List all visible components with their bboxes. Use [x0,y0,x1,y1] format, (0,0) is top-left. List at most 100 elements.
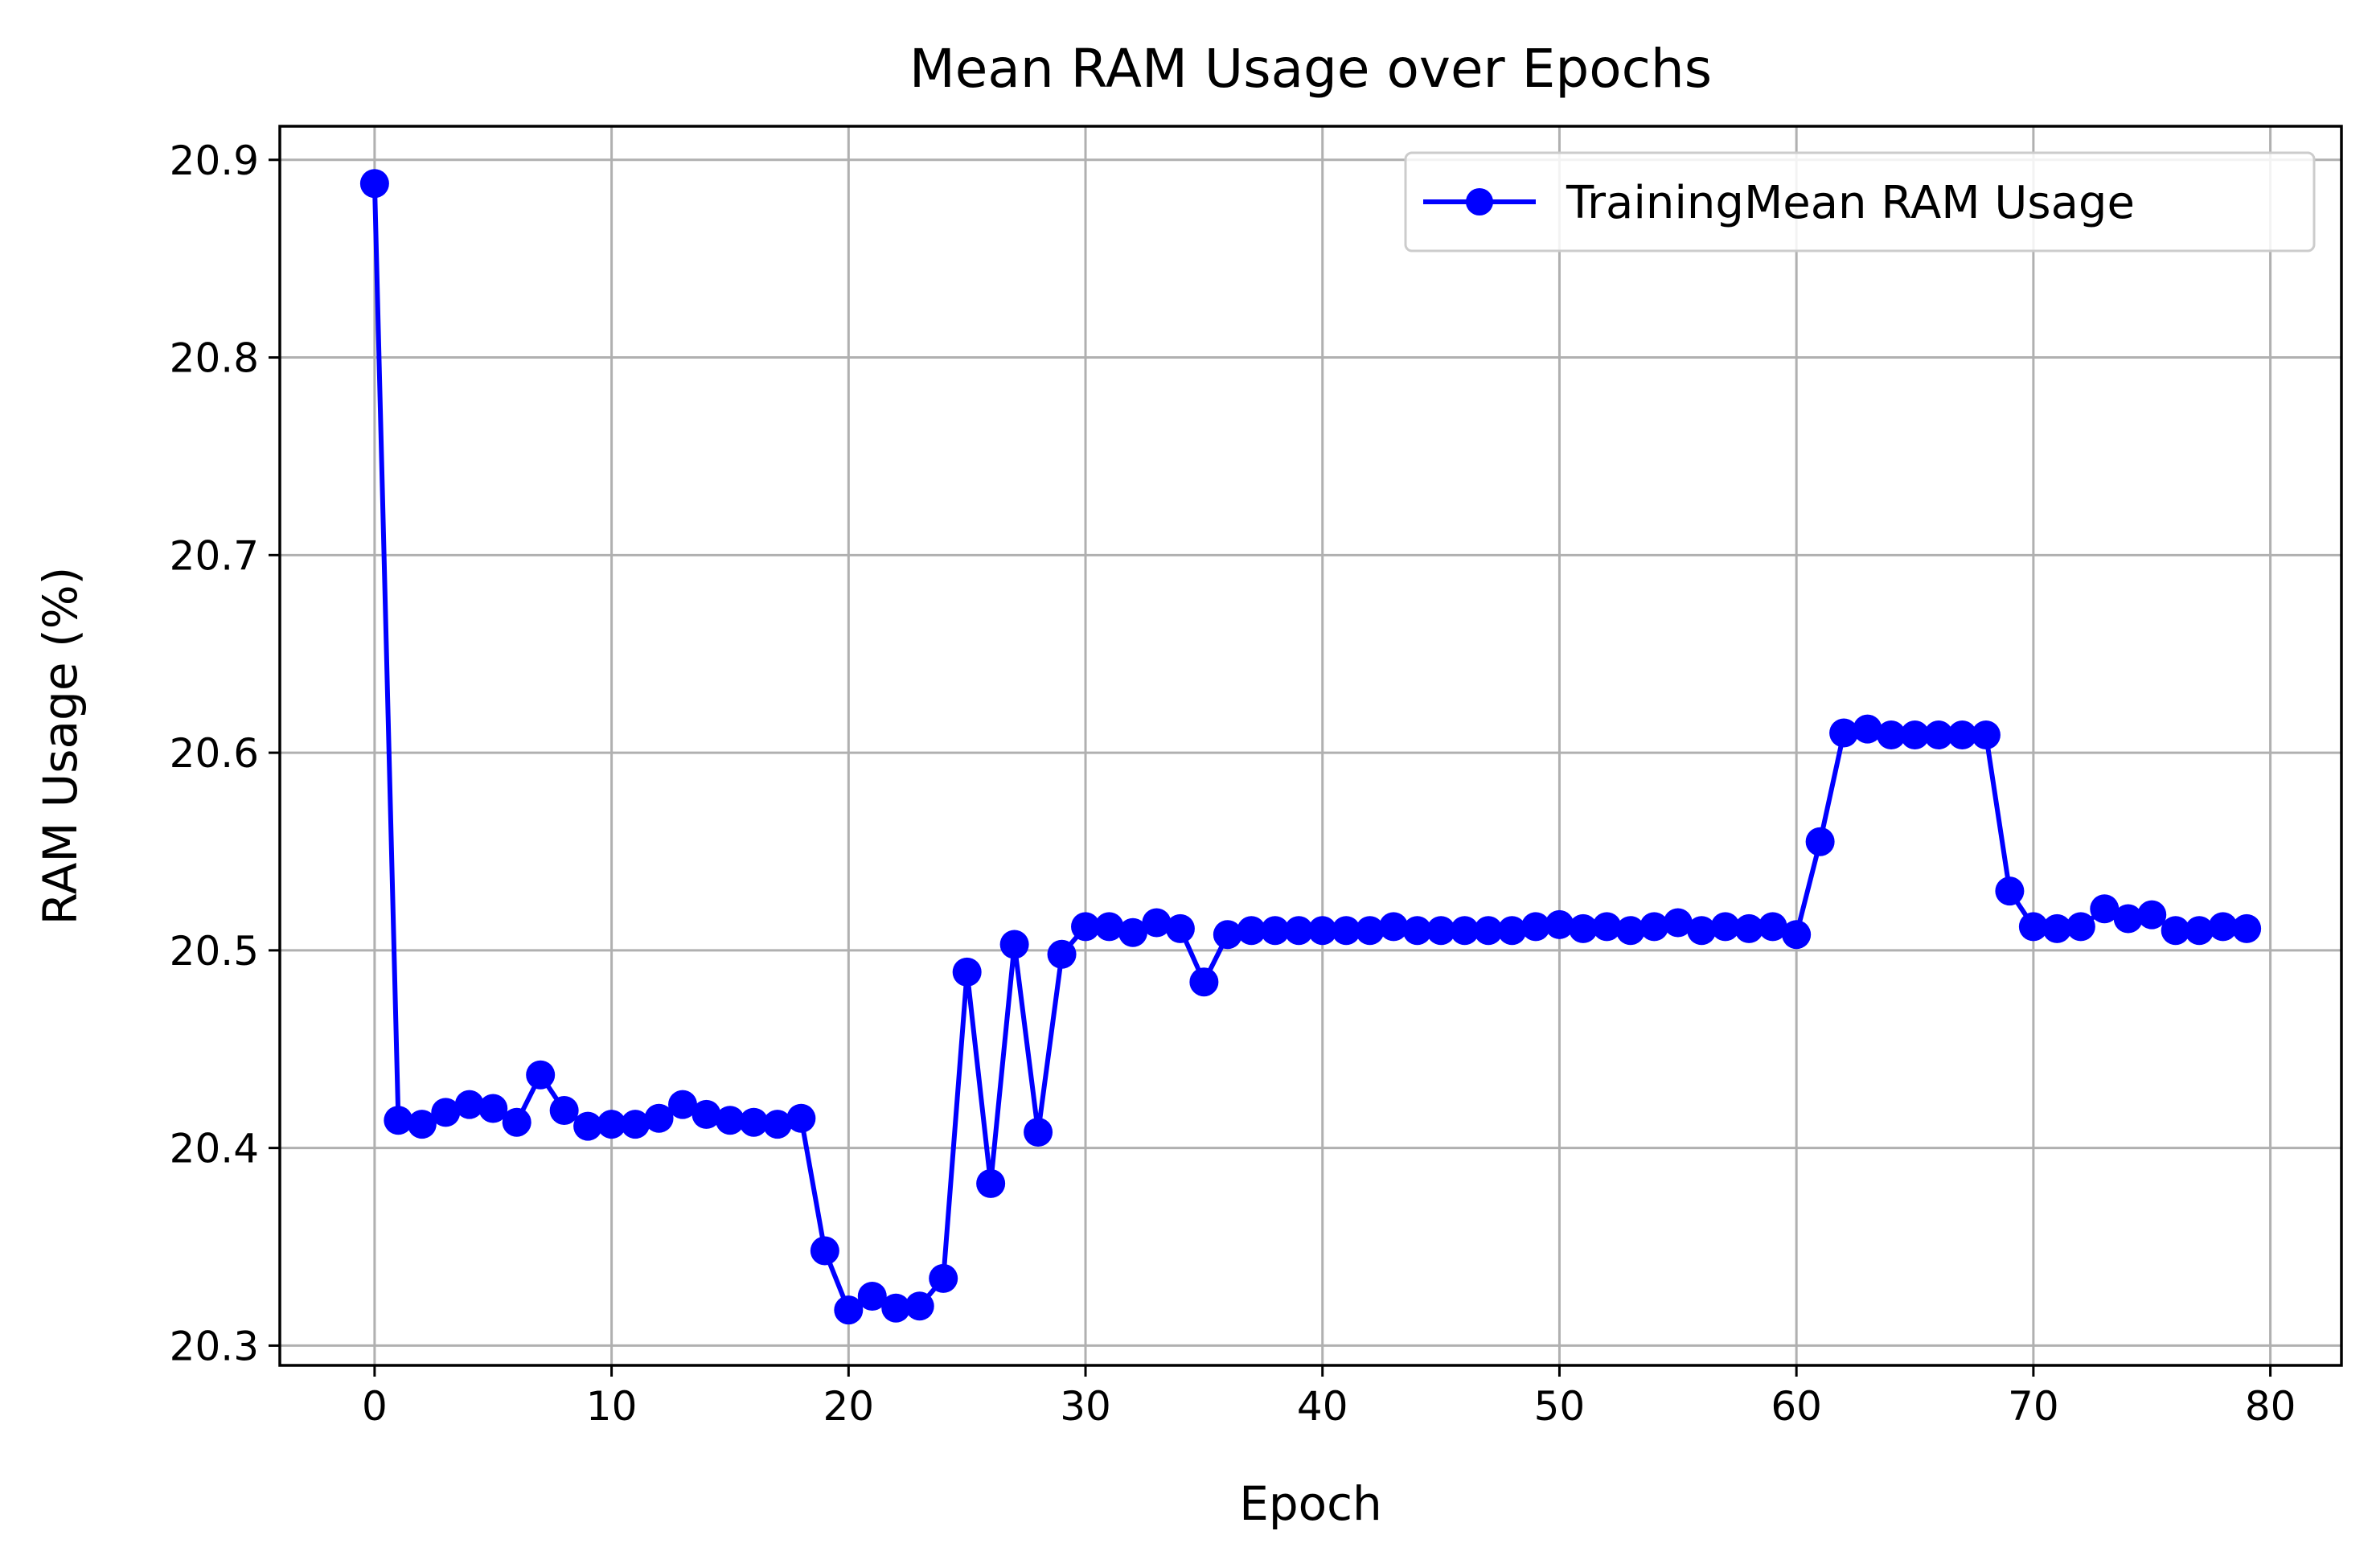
x-tick-label: 70 [2008,1383,2059,1430]
data-point [1497,916,1527,946]
series-layer [359,169,2262,1325]
data-point [1545,909,1574,939]
x-tick-label: 20 [823,1383,874,1430]
x-tick-label: 30 [1060,1383,1111,1430]
data-point [573,1111,603,1141]
grid [280,126,2341,1365]
data-point [1592,912,1622,942]
data-point [2161,916,2190,946]
data-point [1900,720,1930,749]
data-point [1615,916,1645,946]
data-point [526,1060,556,1090]
data-point [1189,967,1219,997]
legend-entry-label: TrainingMean RAM Usage [1566,177,2135,229]
data-point [1450,916,1479,946]
data-point [549,1095,579,1125]
y-tick-label: 20.7 [170,532,259,579]
data-point [1758,912,1787,942]
data-point [2018,912,2048,942]
data-point [1024,1117,1053,1147]
data-point [2137,900,2167,930]
data-point [2185,916,2214,946]
data-point [691,1099,721,1129]
chart-title: Mean RAM Usage over Epochs [909,38,1712,100]
data-point [881,1293,911,1323]
data-point [1213,920,1242,950]
y-tick-label: 20.6 [170,730,259,777]
data-point [359,169,389,199]
data-point [1355,916,1385,946]
data-point [2113,904,2143,934]
data-point [1071,912,1101,942]
x-tick-label: 60 [1771,1383,1822,1430]
data-point [1237,916,1266,946]
data-point [1474,916,1504,946]
data-point [1307,916,1337,946]
data-point [857,1281,887,1311]
y-axis-ticks: 20.3 20.4 20.5 20.6 20.7 20.8 20.9 [170,138,280,1369]
x-tick-label: 40 [1297,1383,1348,1430]
x-axis-label: Epoch [1239,1476,1382,1531]
data-point [597,1110,626,1139]
data-point [1853,714,1882,744]
data-point [2042,913,2072,943]
data-point [739,1107,769,1137]
y-tick-label: 20.4 [170,1126,259,1172]
data-point [1923,720,1953,749]
data-point [1094,912,1124,942]
data-point [2066,912,2095,942]
data-point [1118,917,1147,947]
data-point [407,1110,437,1139]
data-point [929,1263,958,1293]
data-point [1142,908,1172,938]
x-axis-ticks: 0 10 20 30 40 50 60 70 80 [362,1365,2296,1430]
data-point [2208,912,2238,942]
data-point [1734,913,1764,943]
data-point [1568,913,1598,943]
data-point [1284,916,1314,946]
data-point [1260,916,1290,946]
data-point [1639,912,1669,942]
x-tick-label: 50 [1534,1383,1586,1430]
data-point [1782,920,1812,950]
data-point [1663,908,1693,938]
data-point [478,1094,508,1123]
plot-frame [278,125,2343,1367]
data-point [621,1110,650,1139]
y-tick-label: 20.5 [170,928,259,975]
data-point [834,1295,864,1325]
legend: TrainingMean RAM Usage [1404,151,2316,252]
data-point [1379,912,1409,942]
data-point [810,1236,839,1266]
data-point [999,930,1029,959]
data-point [384,1106,413,1135]
data-point [668,1090,698,1119]
data-point [454,1090,484,1119]
data-point [976,1168,1006,1198]
data-point [1971,720,2001,749]
data-point [1947,720,1977,749]
y-tick-label: 20.8 [170,335,259,382]
data-point [1805,827,1835,856]
x-tick-label: 0 [362,1383,388,1430]
data-point [1332,916,1361,946]
data-point [1877,720,1906,749]
data-point [1829,718,1859,748]
data-point [1426,916,1456,946]
x-tick-label: 10 [586,1383,638,1430]
data-point [786,1103,816,1133]
y-tick-label: 20.3 [170,1323,259,1369]
data-point [431,1098,461,1127]
data-point [715,1106,745,1135]
data-point [644,1103,674,1133]
legend-marker-sample [1466,188,1493,215]
data-point [1687,916,1717,946]
data-point [1047,939,1077,969]
data-point [905,1291,934,1321]
data-point [502,1107,531,1137]
data-point [762,1110,792,1139]
data-point [2232,913,2262,943]
data-point [1402,916,1432,946]
